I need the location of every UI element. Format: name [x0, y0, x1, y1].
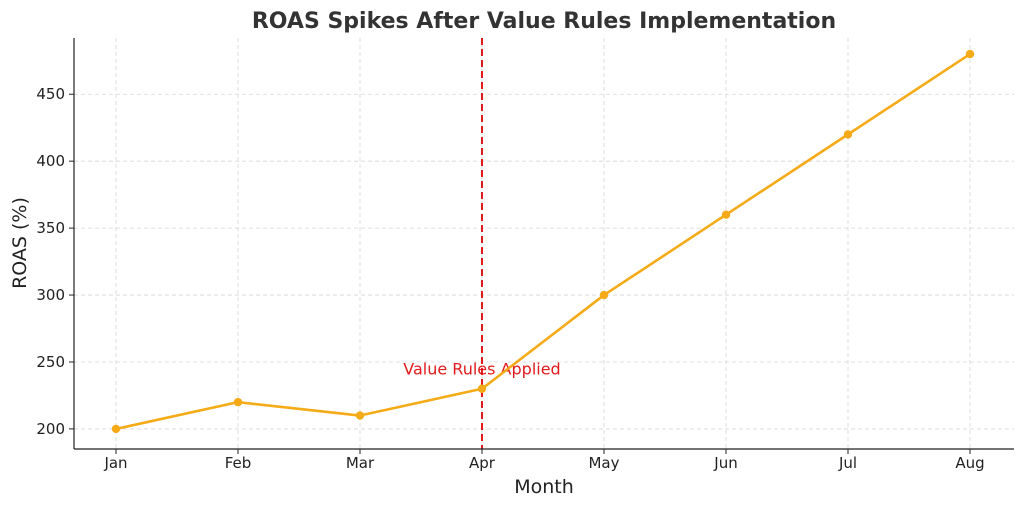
data-point — [721, 210, 731, 219]
data-point — [843, 130, 853, 139]
grid — [74, 38, 1014, 449]
tick-labels: Jan Feb Mar Apr May Jun Jul Aug 200 250 300 350 400 4… — [36, 85, 984, 472]
y-tick-label: 350 — [36, 219, 65, 237]
x-tick-label: Apr — [469, 454, 496, 472]
data-point — [599, 290, 609, 300]
data-point — [111, 424, 121, 434]
data-point — [233, 397, 243, 407]
chart-title: ROAS Spikes After Value Rules Implementa… — [252, 9, 836, 34]
x-axis-label: Month — [514, 476, 574, 498]
y-tick-label: 200 — [36, 420, 65, 438]
data-point — [477, 384, 487, 393]
y-tick-label: 300 — [36, 286, 65, 304]
y-tick-label: 400 — [36, 152, 65, 170]
x-tick-label: Feb — [225, 454, 252, 472]
x-tick-label: Jun — [713, 454, 737, 472]
series-layer — [111, 49, 975, 434]
y-tick-label: 250 — [36, 353, 65, 371]
y-axis-label: ROAS (%) — [9, 197, 31, 289]
data-point — [355, 411, 365, 420]
series-line-roas — [115, 52, 971, 431]
x-tick-label: Jul — [838, 454, 857, 472]
x-tick-label: May — [588, 454, 619, 472]
y-tick-label: 450 — [36, 85, 65, 103]
annotation-layer: Value Rules Applied — [403, 38, 561, 449]
axes — [73, 38, 1014, 450]
x-tick-label: Aug — [955, 454, 984, 472]
data-point — [965, 49, 975, 59]
value-rules-annotation: Value Rules Applied — [403, 360, 560, 379]
x-tick-label: Mar — [346, 454, 375, 472]
x-tick-label: Jan — [103, 454, 127, 472]
